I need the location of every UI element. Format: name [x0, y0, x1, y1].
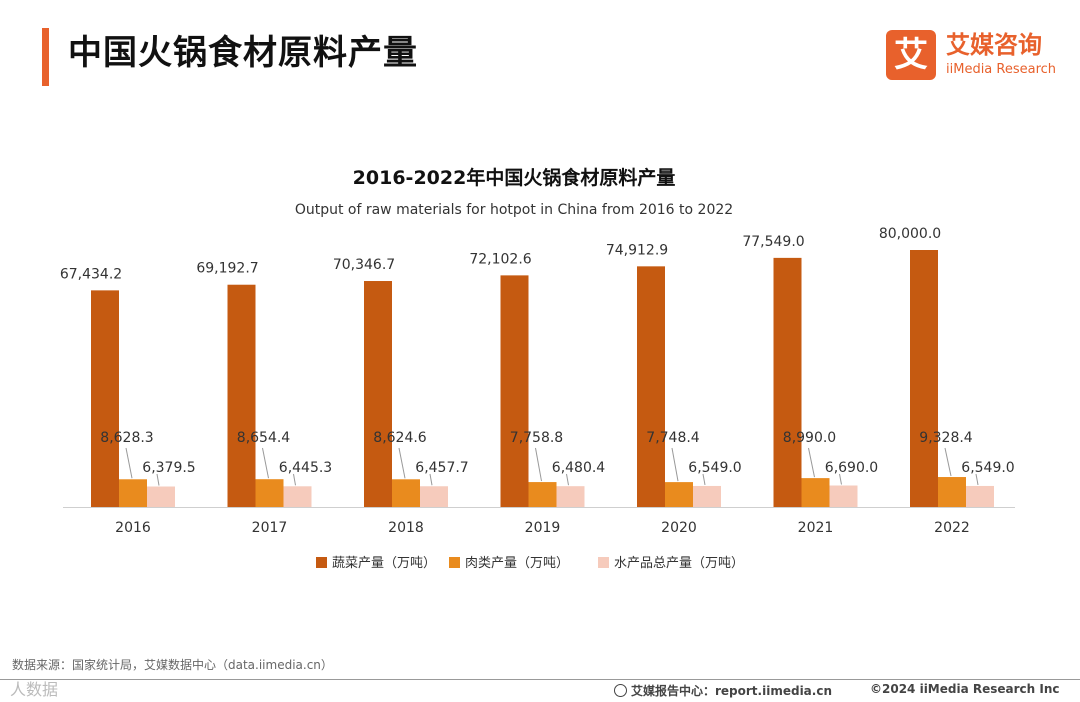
leader-line-series3-2017 — [293, 473, 296, 486]
data-label-series2-2018: 8,624.6 — [373, 430, 427, 446]
bar-series2-2022 — [938, 477, 966, 507]
footer-divider — [0, 679, 1080, 680]
data-label-series1-2018: 70,346.7 — [333, 257, 395, 273]
bar-series1-2017 — [227, 284, 256, 507]
bar-series1-2018 — [364, 281, 392, 507]
bar-series3-2016 — [147, 486, 175, 507]
globe-icon — [614, 684, 627, 697]
bar-series2-2018 — [392, 479, 420, 507]
footer-copyright: ©2024 iiMedia Research Inc — [870, 682, 1060, 696]
title-accent-bar — [42, 28, 49, 86]
x-tick-label-2017: 2017 — [252, 520, 288, 536]
bar-series1-2016 — [91, 290, 119, 507]
data-label-series3-2022: 6,549.0 — [961, 460, 1014, 476]
leader-line-series2-2017 — [262, 447, 269, 479]
leader-line-series2-2021 — [808, 447, 815, 478]
leader-line-series3-2020 — [702, 473, 706, 486]
bar-series1-2020 — [637, 266, 665, 507]
leader-line-series2-2016 — [125, 447, 133, 479]
bar-series3-2020 — [693, 485, 721, 507]
legend: 蔬菜产量（万吨） 肉类产量（万吨） 水产品总产量（万吨） — [316, 556, 744, 571]
legend-label-series1: 蔬菜产量（万吨） — [332, 556, 436, 571]
legend-label-series2: 肉类产量（万吨） — [465, 556, 569, 571]
data-label-series3-2017: 6,445.3 — [279, 460, 332, 476]
legend-swatch-series2 — [449, 557, 460, 568]
bar-series2-2021 — [801, 478, 830, 507]
chart-subtitle: Output of raw materials for hotpot in Ch… — [295, 202, 733, 218]
leader-line-series2-2018 — [398, 447, 406, 479]
leader-line-series3-2021 — [839, 473, 842, 485]
data-label-series2-2016: 8,628.3 — [100, 430, 153, 446]
data-label-series2-2017: 8,654.4 — [237, 430, 291, 446]
x-tick-label-2022: 2022 — [934, 520, 970, 536]
leader-line-series3-2019 — [566, 473, 569, 486]
bars-layer: 67,434.2 8,628.3 6,379.5 2016 69,192.7 8,654.… — [60, 226, 1015, 536]
data-label-series1-2020: 74,912.9 — [606, 242, 668, 258]
data-source-note: 数据来源：国家统计局，艾媒数据中心（data.iimedia.cn） — [12, 658, 333, 672]
data-label-series2-2020: 7,748.4 — [646, 430, 700, 446]
bar-series3-2018 — [420, 486, 448, 507]
x-tick-label-2018: 2018 — [388, 520, 424, 536]
x-tick-label-2021: 2021 — [798, 520, 834, 536]
legend-swatch-series1 — [316, 557, 327, 568]
bar-series2-2019 — [528, 482, 557, 507]
data-label-series3-2018: 6,457.7 — [415, 460, 468, 476]
leader-line-series3-2016 — [156, 473, 160, 486]
leader-line-series2-2020 — [671, 447, 679, 482]
footer-report-center[interactable]: 艾媒报告中心：report.iimedia.cn — [614, 682, 832, 699]
legend-swatch-series3 — [598, 557, 609, 568]
bar-series1-2021 — [773, 257, 802, 507]
footer-report-text: 艾媒报告中心：report.iimedia.cn — [631, 684, 832, 698]
data-label-series1-2016: 67,434.2 — [60, 266, 122, 282]
logo-chinese-name: 艾媒咨询 — [946, 31, 1042, 59]
leader-line-series3-2018 — [429, 473, 433, 486]
bar-chart: 2016-2022年中国火锅食材原料产量 Output of raw mater… — [60, 166, 1015, 571]
logo-english-name: iiMedia Research — [946, 62, 1057, 77]
logo-mark: 艾 — [886, 30, 936, 80]
bar-series3-2019 — [556, 486, 585, 507]
x-tick-label-2020: 2020 — [661, 520, 697, 536]
data-label-series3-2016: 6,379.5 — [142, 460, 195, 476]
bar-series2-2020 — [665, 482, 693, 507]
bar-series2-2017 — [255, 479, 284, 507]
data-label-series2-2022: 9,328.4 — [919, 430, 973, 446]
data-label-series3-2021: 6,690.0 — [825, 460, 878, 476]
bar-series3-2017 — [283, 486, 312, 507]
leader-line-series2-2022 — [944, 447, 952, 477]
data-label-series3-2019: 6,480.4 — [552, 460, 606, 476]
x-tick-label-2019: 2019 — [525, 520, 561, 536]
brand-logo: 艾 艾媒咨询 iiMedia Research — [886, 30, 1066, 82]
data-label-series1-2019: 72,102.6 — [469, 251, 531, 267]
leader-line-series2-2019 — [535, 447, 542, 482]
legend-label-series3: 水产品总产量（万吨） — [614, 556, 744, 571]
bar-series2-2016 — [119, 479, 147, 507]
page-title: 中国火锅食材原料产量 — [68, 33, 418, 73]
data-label-series1-2021: 77,549.0 — [742, 234, 804, 250]
data-label-series1-2022: 80,000.0 — [879, 226, 941, 242]
chart-title: 2016-2022年中国火锅食材原料产量 — [353, 166, 676, 189]
data-label-series2-2019: 7,758.8 — [510, 430, 563, 446]
data-label-series3-2020: 6,549.0 — [688, 460, 741, 476]
data-label-series2-2021: 8,990.0 — [783, 430, 836, 446]
watermark: 人数据 — [10, 680, 59, 699]
bar-series3-2022 — [966, 485, 994, 507]
x-tick-label-2016: 2016 — [115, 520, 151, 536]
bar-series1-2022 — [910, 250, 938, 507]
bar-series1-2019 — [500, 275, 529, 507]
data-label-series1-2017: 69,192.7 — [196, 261, 258, 277]
bar-series3-2021 — [829, 485, 858, 507]
leader-line-series3-2022 — [975, 473, 979, 486]
